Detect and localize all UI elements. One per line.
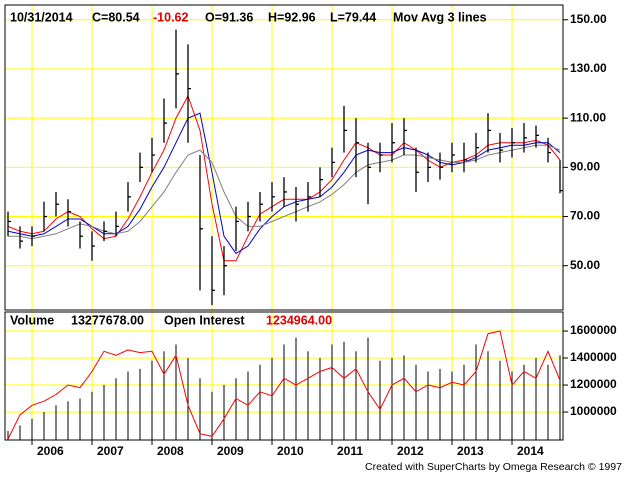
x-tick-label: 2009	[217, 444, 244, 458]
volume-value: 13277678.00	[71, 313, 144, 327]
y-tick-label: 150.00	[570, 12, 607, 26]
x-tick-label: 2007	[97, 444, 124, 458]
y-tick-label: 90.00	[570, 160, 600, 174]
moving-average-line	[8, 144, 561, 240]
y-tick-label: 70.00	[570, 209, 600, 223]
x-tick-label: 2006	[37, 444, 64, 458]
x-tick-label: 2014	[517, 444, 544, 458]
high-label: H=92.96	[268, 10, 316, 24]
study-label: Mov Avg 3 lines	[393, 10, 487, 24]
x-tick-label: 2011	[337, 444, 363, 458]
change-label: -10.62	[153, 10, 188, 24]
volume-label: Volume	[10, 313, 54, 327]
x-tick-label: 2008	[157, 444, 184, 458]
y-tick-label: 50.00	[570, 258, 600, 272]
close-label: C=80.54	[92, 10, 140, 24]
x-tick-label: 2010	[277, 444, 304, 458]
y-tick-label: 1400000	[570, 350, 617, 364]
x-tick-label: 2013	[457, 444, 484, 458]
y-tick-label: 130.00	[570, 61, 607, 75]
y-tick-label: 1200000	[570, 377, 617, 391]
y-tick-label: 1000000	[570, 404, 617, 418]
low-label: L=79.44	[330, 10, 376, 24]
open-interest-line	[7, 330, 561, 440]
panel-frame	[4, 4, 564, 311]
x-tick-label: 2012	[397, 444, 424, 458]
y-tick-label: 1600000	[570, 323, 617, 337]
footer: Created with SuperCharts by Omega Resear…	[365, 461, 622, 473]
moving-average-line	[7, 112, 561, 255]
date: 10/31/2014	[10, 10, 73, 24]
open-label: O=91.36	[205, 10, 253, 24]
oi-value: 1234964.00	[266, 313, 332, 327]
oi-label: Open Interest	[164, 313, 245, 327]
y-tick-label: 110.00	[570, 110, 606, 124]
